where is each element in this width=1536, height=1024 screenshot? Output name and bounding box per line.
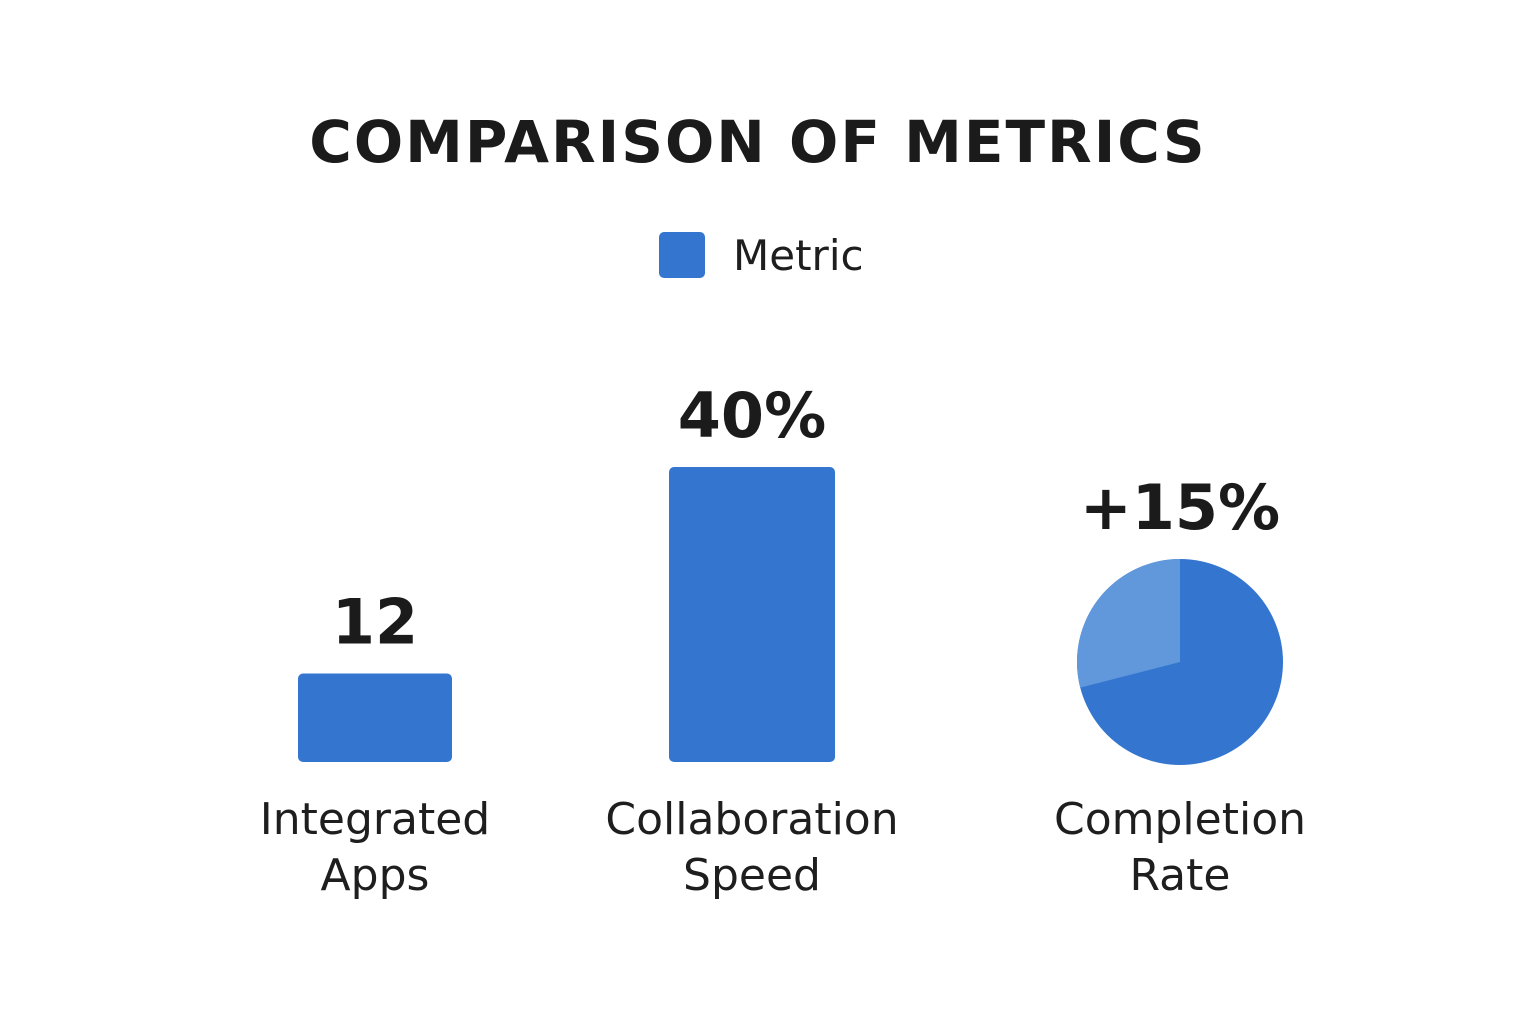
pie-highlight-slice: [1077, 559, 1180, 688]
legend: Metric: [659, 230, 864, 280]
category-label-2: Completion Rate: [1054, 794, 1306, 901]
bar-1: [669, 467, 835, 762]
legend-swatch: [659, 232, 705, 278]
bar-0: [298, 673, 452, 762]
data-label-2: +15%: [1080, 471, 1280, 544]
chart-title: COMPARISON OF METRICS: [309, 108, 1207, 176]
category-label-1: Collaboration Speed: [605, 794, 898, 901]
data-label-0: 12: [332, 586, 418, 659]
legend-label: Metric: [733, 230, 864, 280]
category-label-0: Integrated Apps: [260, 794, 490, 901]
data-label-1: 40%: [678, 379, 826, 452]
